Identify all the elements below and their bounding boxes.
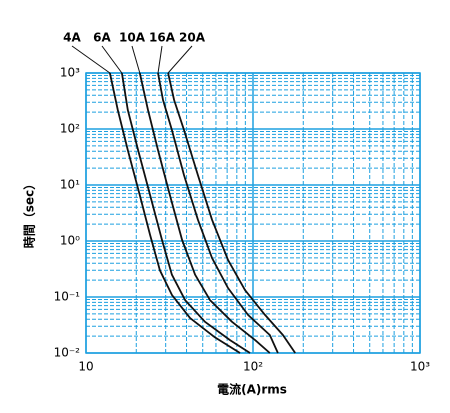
- curve: [157, 72, 279, 354]
- y-tick-label: 10³: [60, 66, 80, 80]
- curve: [138, 72, 271, 354]
- curve: [121, 72, 251, 354]
- y-axis-label: 時間（sec）: [22, 178, 37, 248]
- curve: [167, 72, 296, 354]
- curve-label: 10A: [119, 31, 146, 45]
- x-tick-label: 10: [78, 360, 93, 374]
- curve-label: 6A: [93, 31, 111, 45]
- y-tick-label: 10¹: [60, 178, 80, 192]
- x-tick-label: 10²: [243, 360, 263, 374]
- curve-label: 4A: [63, 31, 81, 45]
- y-tick-label: 10⁻²: [54, 346, 81, 360]
- y-tick-label: 10⁰: [60, 234, 80, 248]
- leader-line: [71, 45, 111, 74]
- curve-label: 16A: [149, 31, 176, 45]
- curve-label: 20A: [179, 31, 206, 45]
- x-axis-label: 電流(A)rms: [217, 382, 287, 397]
- leader-line: [167, 45, 193, 74]
- curve: [109, 72, 241, 354]
- plot-frame: [85, 72, 421, 354]
- leader-line: [157, 45, 163, 74]
- y-tick-label: 10⁻¹: [54, 290, 81, 304]
- x-tick-label: 10³: [410, 360, 430, 374]
- leader-line: [131, 45, 141, 74]
- y-tick-label: 10²: [60, 122, 80, 136]
- leader-line: [101, 45, 123, 74]
